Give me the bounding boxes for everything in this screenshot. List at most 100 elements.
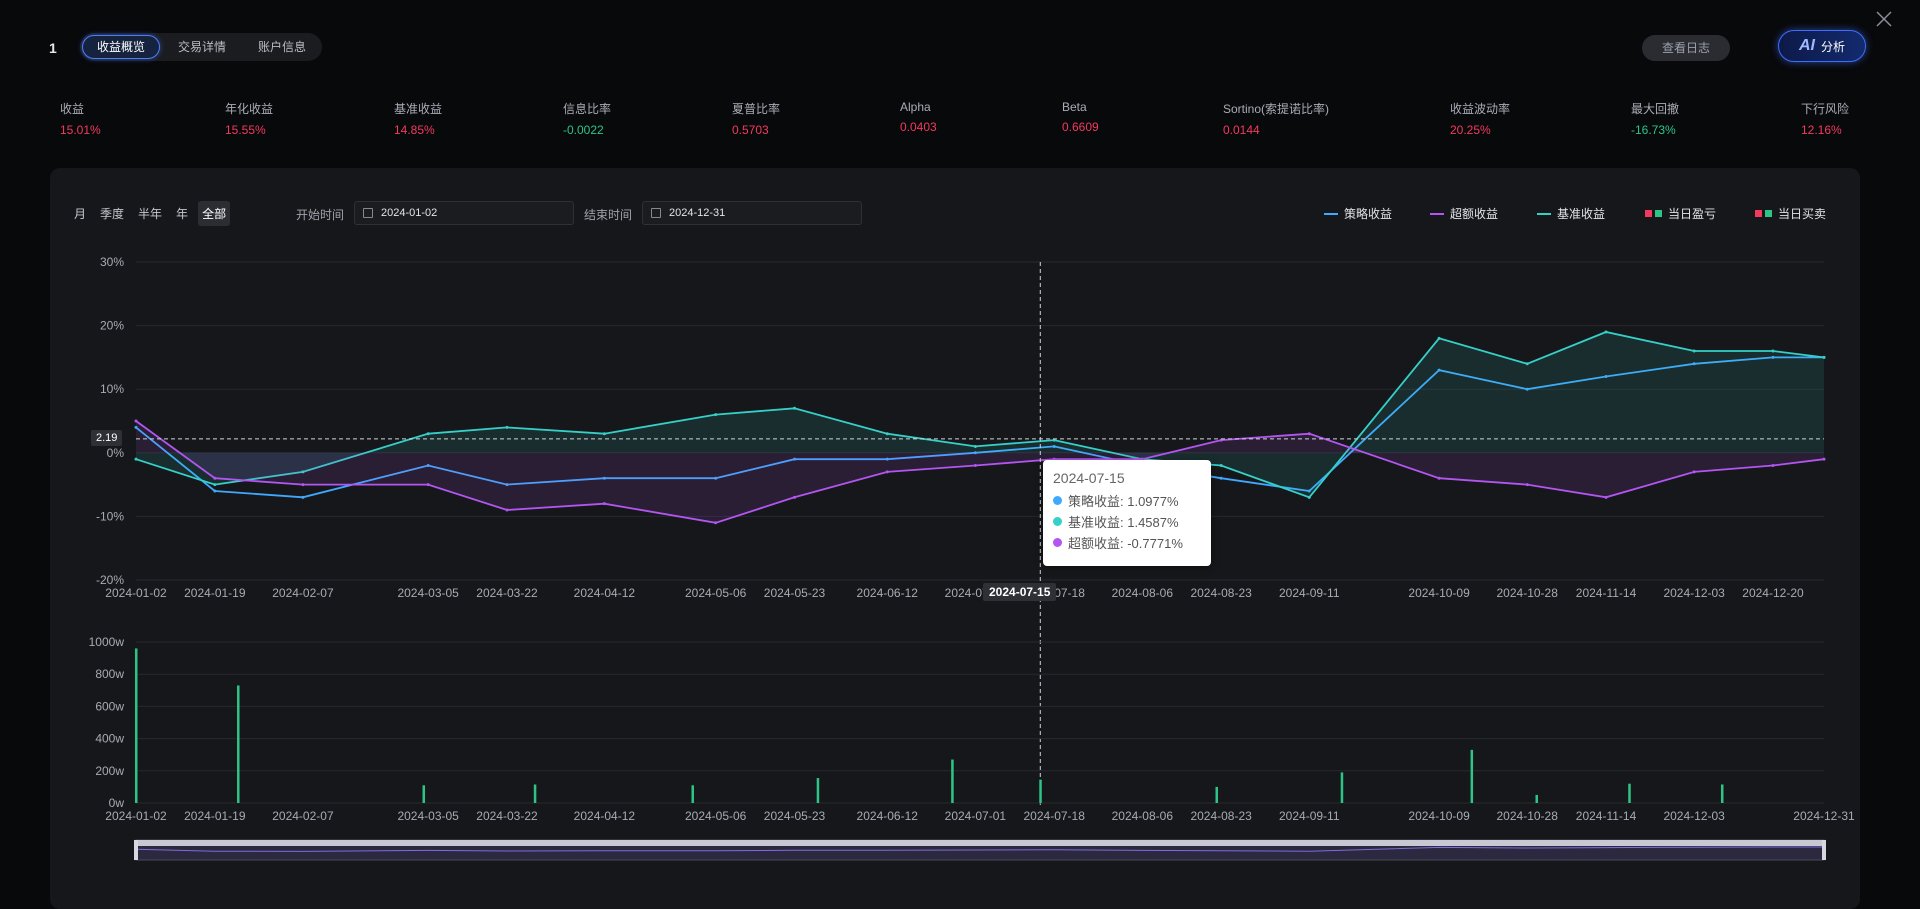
series-point: [714, 476, 718, 480]
series-point: [793, 495, 797, 499]
start-date-label: 开始时间: [296, 208, 345, 222]
series-point: [426, 483, 430, 487]
volume-bar: [1215, 786, 1219, 803]
series-point: [1822, 355, 1826, 359]
series-point: [426, 464, 430, 468]
period-year[interactable]: 年: [176, 207, 189, 221]
volume-bar: [237, 685, 240, 803]
series-point: [301, 495, 305, 499]
x-tick-label: 2024-06-12: [857, 809, 919, 823]
series-line-2: [135, 420, 1825, 524]
y-tick-label: 200w: [95, 764, 124, 778]
metric-value: 15.55%: [225, 123, 266, 137]
x-tick-label: 2024-11-14: [1576, 586, 1637, 600]
metric-label: 下行风险: [1801, 102, 1850, 116]
x-tick-label: 2024-12-03: [1663, 809, 1725, 823]
ai-icon: AI: [1798, 37, 1815, 54]
calendar-icon: [363, 208, 373, 218]
series-dot-icon: [1053, 538, 1062, 547]
close-icon[interactable]: [1875, 10, 1893, 28]
series-point: [1692, 470, 1696, 474]
zoom-slider-right-handle: [1822, 840, 1826, 860]
legend-label: 基准收益: [1557, 207, 1606, 221]
legend-excess[interactable]: 超额收益: [1430, 205, 1498, 222]
ai-analysis-button[interactable]: AI 分析: [1778, 30, 1866, 62]
legend-square-icon: [1755, 210, 1762, 217]
metric-label: 收益波动率: [1450, 102, 1511, 116]
series-point: [505, 425, 509, 429]
end-date-input[interactable]: 2024-12-31: [642, 201, 862, 225]
x-tick-label: 2024-05-06: [685, 586, 747, 600]
metric-value: 0.0403: [900, 120, 937, 134]
top-bar: 1 收益概览 交易详情 账户信息 查看日志 AI 分析: [0, 11, 1920, 68]
series-line-0: [135, 356, 1824, 499]
series-area: [136, 332, 1824, 498]
x-tick-label: 2024-09-11: [1279, 586, 1340, 600]
period-half-year[interactable]: 半年: [138, 207, 163, 221]
x-tick-label: 2024-02-07: [272, 809, 334, 823]
metric-value: 0.6609: [1062, 120, 1099, 134]
series-point: [213, 489, 217, 493]
volume-bar: [533, 784, 537, 803]
chart-tooltip: 2024-07-15 策略收益: 1.0977% 基准收益: 1.4587% 超…: [1043, 460, 1211, 566]
tab-overview[interactable]: 收益概览: [82, 35, 161, 59]
legend-daily-trades[interactable]: 当日买卖: [1755, 205, 1826, 222]
legend-daily-pnl[interactable]: 当日盈亏: [1645, 205, 1716, 222]
metric-label: Beta: [1062, 100, 1087, 114]
start-date-value: 2024-01-02: [381, 207, 438, 219]
metric-volatility: 收益波动率 20.25%: [1450, 100, 1510, 137]
period-quarter[interactable]: 季度: [100, 207, 125, 221]
series-point: [885, 470, 889, 474]
metric-sharpe-ratio: 夏普比率 0.5703: [732, 100, 780, 137]
tooltip-value: 策略收益: 1.0977%: [1068, 494, 1179, 509]
tooltip-value: 超额收益: -0.7771%: [1068, 536, 1183, 551]
x-tick-label: 2024-05-23: [764, 809, 826, 823]
series-point: [505, 483, 509, 487]
tooltip-value: 基准收益: 1.4587%: [1068, 515, 1179, 530]
legend-benchmark[interactable]: 基准收益: [1537, 205, 1605, 222]
series-point: [602, 432, 606, 436]
series-point: [973, 451, 977, 455]
x-tick-label: 2024-06-12: [857, 586, 919, 600]
series-point: [1525, 483, 1529, 487]
y-tick-label: -10%: [96, 509, 124, 523]
tab-account-info[interactable]: 账户信息: [258, 40, 307, 54]
x-tick-label: 2024-04-12: [574, 586, 636, 600]
tab-trade-details[interactable]: 交易详情: [178, 40, 227, 54]
legend-square-icon: [1765, 210, 1772, 217]
x-tick-label: 2024-07-01: [945, 809, 1007, 823]
series-area: [136, 421, 1824, 523]
metric-max-drawdown: 最大回撤 -16.73%: [1631, 100, 1679, 137]
period-month[interactable]: 月: [74, 207, 87, 221]
tab-group: 收益概览 交易详情 账户信息: [80, 33, 323, 61]
series-point: [426, 432, 430, 436]
period-all[interactable]: 全部: [198, 201, 231, 226]
series-point: [1604, 374, 1608, 378]
x-tick-label: 2024-04-12: [574, 809, 636, 823]
series-point: [1525, 387, 1529, 391]
y-tick-label: 0%: [107, 446, 125, 460]
y-tick-label: 1000w: [89, 635, 125, 649]
volume-bar: [816, 778, 820, 803]
series-point: [602, 476, 606, 480]
series-point: [1437, 368, 1441, 372]
y-tick-label: 0w: [109, 796, 125, 810]
y-tick-label: 800w: [95, 667, 124, 681]
volume-bar: [135, 648, 138, 803]
volume-bar: [1470, 749, 1474, 803]
series-point: [301, 483, 305, 487]
x-tick-label: 2024-03-05: [397, 586, 459, 600]
series-point: [793, 457, 797, 461]
legend-strategy[interactable]: 策略收益: [1324, 205, 1392, 222]
x-tick-label: 2024-08-06: [1112, 586, 1174, 600]
metric-label: 信息比率: [563, 102, 612, 116]
legend-line-icon: [1324, 212, 1338, 215]
start-date-input[interactable]: 2024-01-02: [354, 201, 574, 225]
volume-bar: [951, 759, 954, 803]
ai-analysis-label: 分析: [1820, 39, 1845, 54]
metric-label: 收益: [60, 102, 85, 116]
series-point: [1052, 444, 1056, 448]
view-log-button[interactable]: 查看日志: [1642, 35, 1730, 61]
series-point: [1219, 464, 1223, 468]
